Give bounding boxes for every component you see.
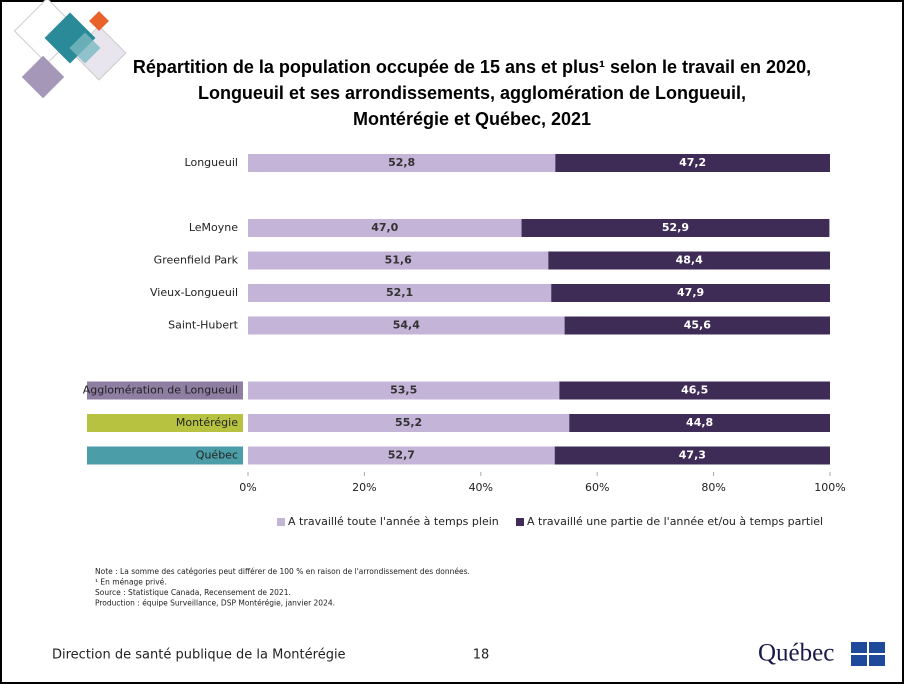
note: Note : La somme des catégories peut diff… [95,567,470,576]
y-tick-label: Vieux-Longueuil [150,286,238,299]
y-tick-label: LeMoyne [189,221,238,234]
y-tick-label: Agglomération de Longueuil [83,384,238,397]
value-label: 47,0 [371,221,398,234]
x-tick-label: 100% [814,481,845,494]
x-tick-label: 80% [701,481,725,494]
logo: Québec [745,632,888,672]
chart-title: Répartition de la population occupée de … [133,57,811,77]
value-label: 52,8 [388,156,415,169]
bar-segment [248,251,549,270]
y-tick-label: Greenfield Park [154,254,239,267]
bar-segment [564,316,830,335]
y-tick-label: Longueuil [185,156,238,169]
x-tick-label: 40% [469,481,493,494]
value-label: 52,1 [386,286,413,299]
note: Production : équipe Surveillance, DSP Mo… [95,599,335,608]
bar-segment [554,446,830,465]
chart-title: Longueuil et ses arrondissements, agglom… [198,83,746,103]
value-label: 52,9 [662,221,689,234]
value-label: 52,7 [388,449,415,462]
value-label: 47,9 [677,286,704,299]
bar-segment [521,219,830,237]
bar-segment [555,154,830,172]
bar-segment [559,381,830,400]
legend-swatch [277,518,285,526]
legend-label: A travaillé toute l'année à temps plein [288,515,499,528]
bar-segment [248,284,552,302]
legend-swatch [516,518,524,526]
decoration [13,0,127,99]
value-label: 45,6 [684,319,711,332]
x-tick-label: 0% [239,481,256,494]
category-highlight [87,446,243,465]
bar-segment [551,284,830,302]
x-tick-label: 20% [352,481,376,494]
value-label: 55,2 [395,416,422,429]
chart-title: Montérégie et Québec, 2021 [353,109,591,129]
y-tick-label: Montérégie [176,416,238,429]
value-label: 48,4 [676,254,703,267]
note: Source : Statistique Canada, Recensement… [95,588,291,597]
value-label: 46,5 [681,384,708,397]
y-tick-label: Saint-Hubert [168,319,239,332]
bar-segment [569,414,830,432]
bar-segment [248,381,560,400]
page-number: 18 [473,648,490,663]
value-label: 51,6 [385,254,412,267]
value-label: 47,2 [679,156,706,169]
value-label: 44,8 [686,416,713,429]
value-label: 53,5 [390,384,417,397]
bar-segment [248,316,565,335]
bar-segment [248,219,522,237]
logo-text: Québec [758,640,834,667]
value-label: 54,4 [393,319,420,332]
bar-segment [548,251,830,270]
x-tick-label: 60% [585,481,609,494]
bar-segment [248,446,555,465]
bar-segment [248,414,570,432]
legend-label: A travaillé une partie de l'année et/ou … [527,515,823,528]
bar-segment [248,154,556,172]
value-label: 47,3 [679,449,706,462]
note: ¹ En ménage privé. [95,578,167,587]
category-highlight [87,381,243,400]
footer: Direction de santé publique de la Montér… [52,648,346,663]
category-highlight [87,414,243,432]
y-tick-label: Québec [196,449,238,462]
